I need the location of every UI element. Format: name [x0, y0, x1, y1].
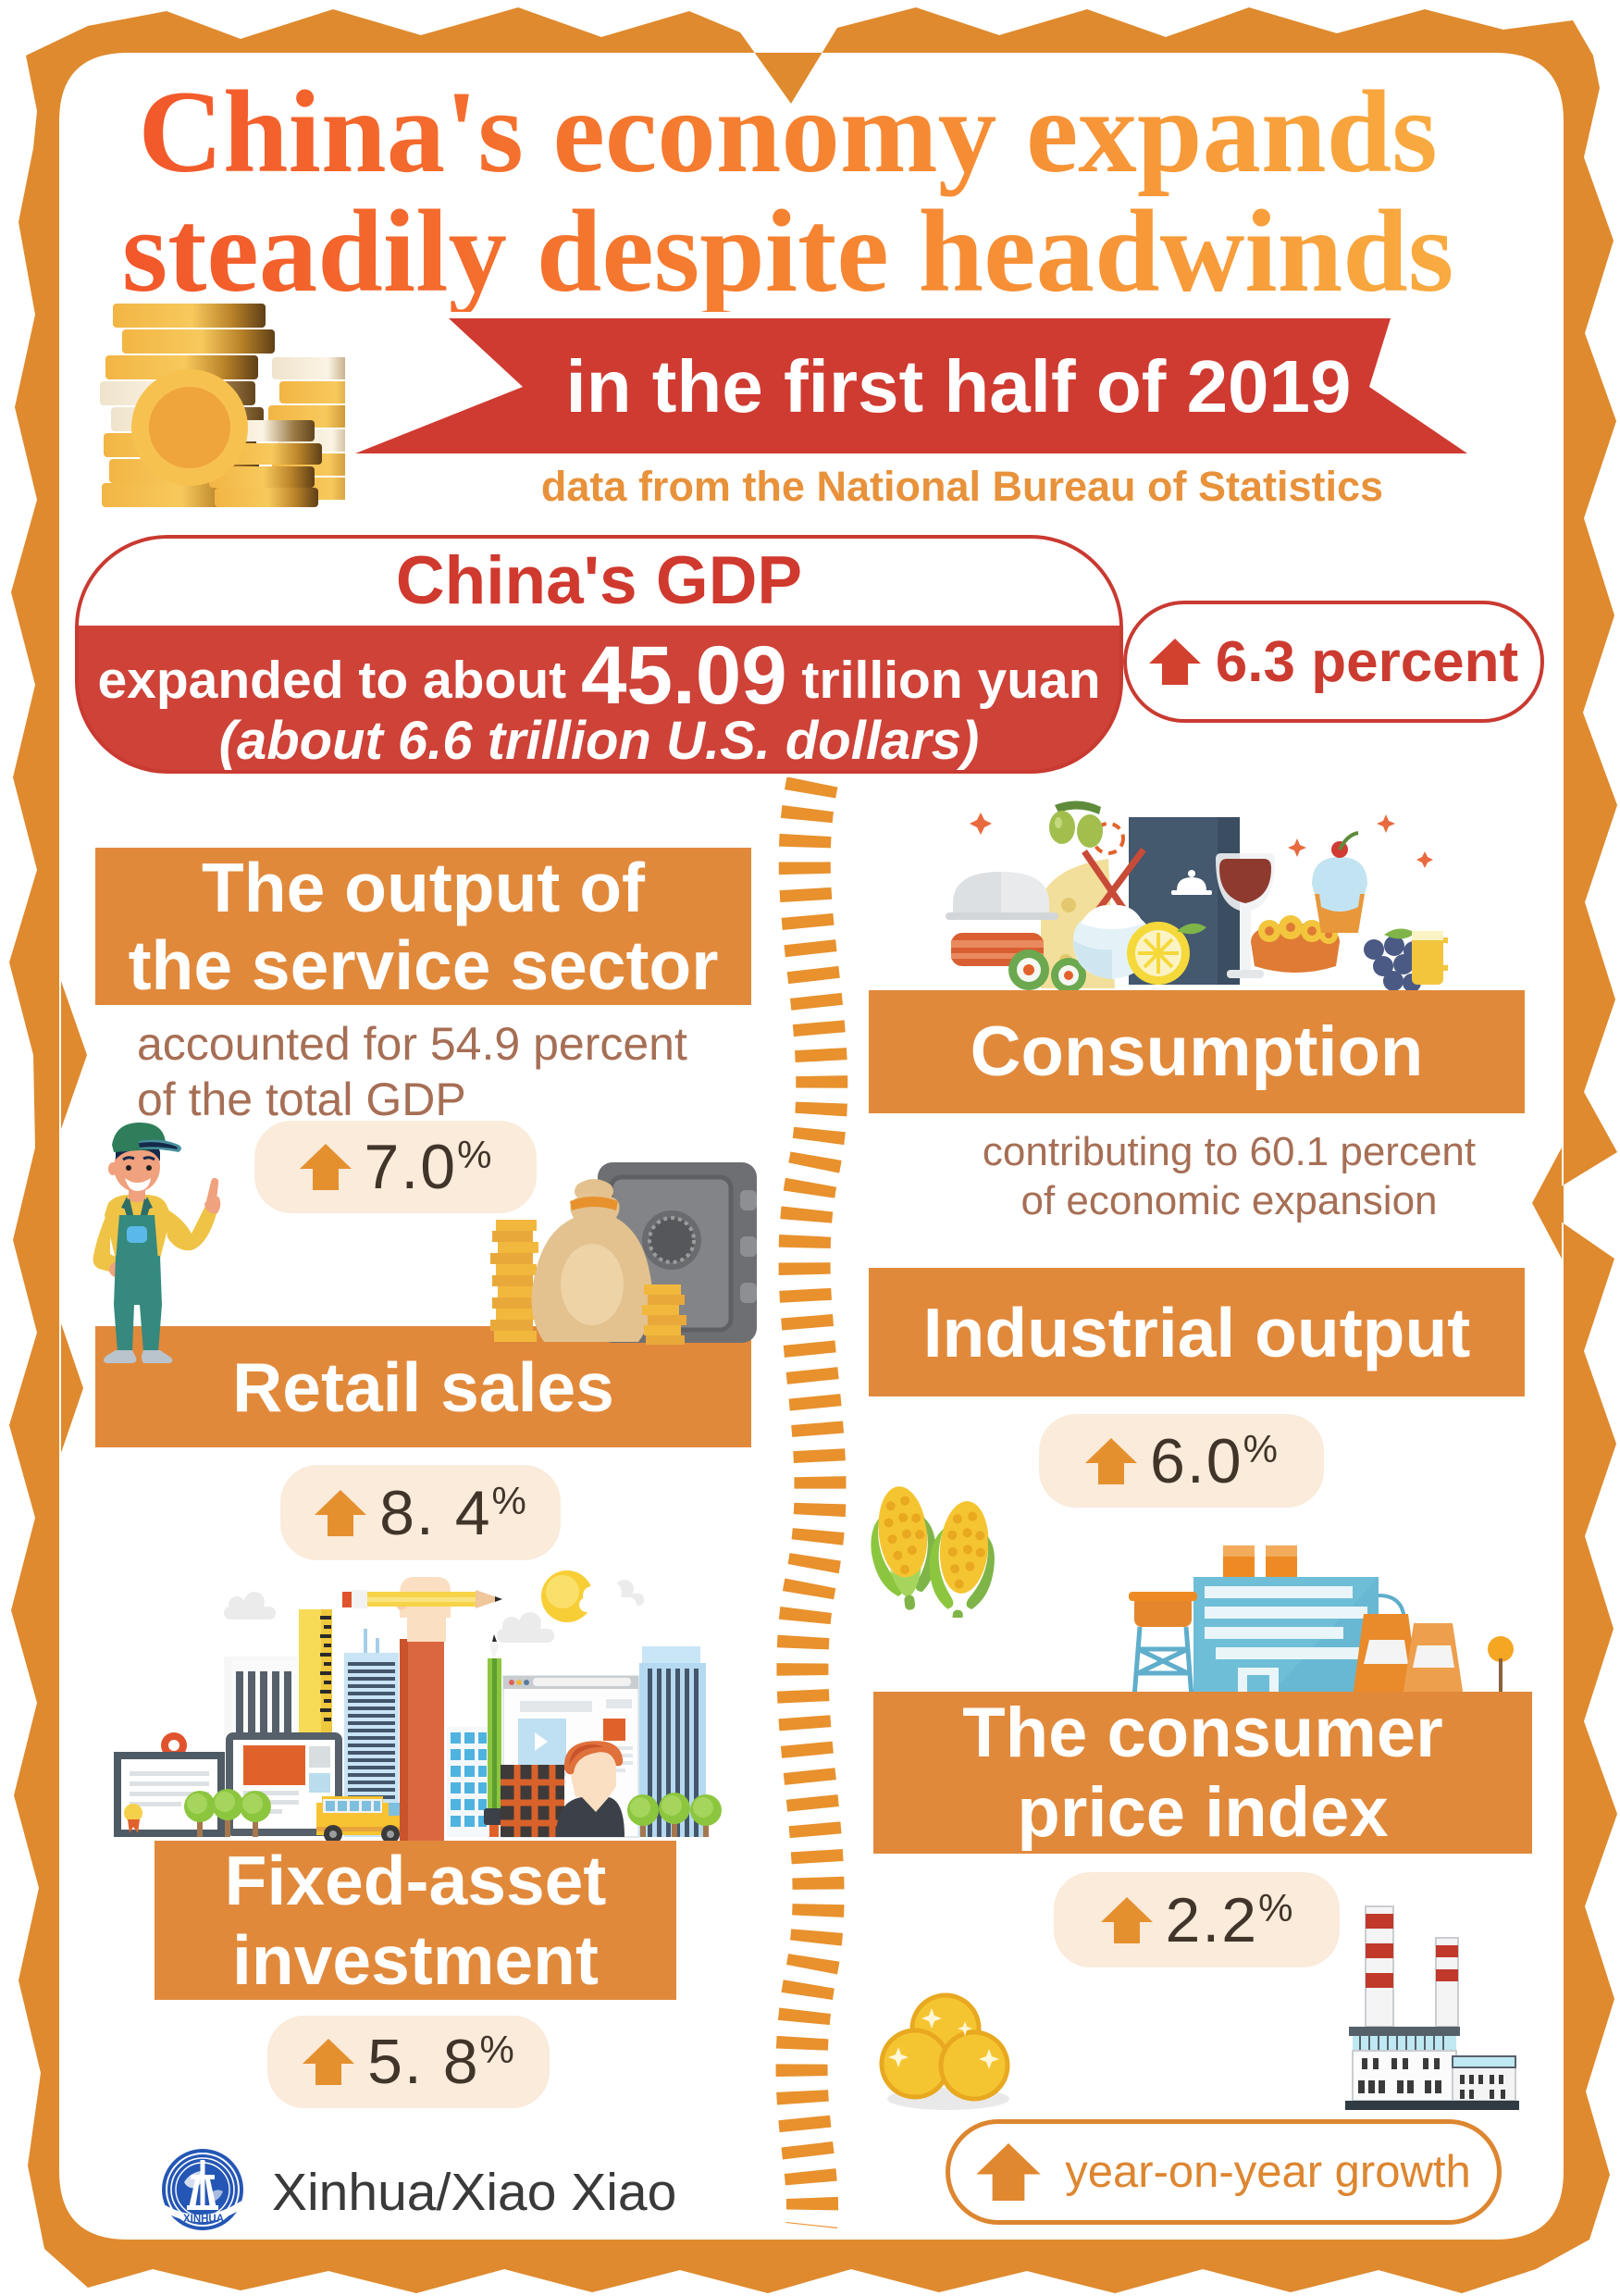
svg-text:XINHUA: XINHUA [183, 2214, 224, 2225]
svg-text:in the first half of 2019: in the first half of 2019 [565, 345, 1351, 428]
